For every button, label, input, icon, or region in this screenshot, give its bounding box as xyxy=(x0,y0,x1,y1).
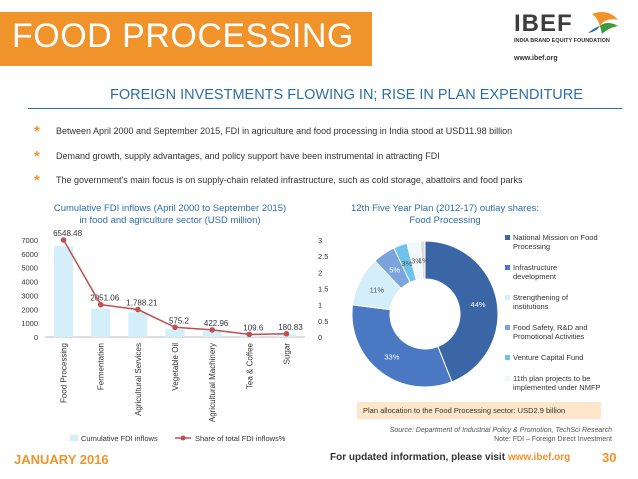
x-category-label: Sugar xyxy=(282,343,291,365)
legend-swatch xyxy=(505,295,510,300)
legend-swatch xyxy=(505,235,510,240)
bar-data-label: 422.96 xyxy=(204,319,229,328)
section-heading: FOREIGN INVESTMENTS FLOWING IN; RISE IN … xyxy=(110,87,583,103)
plan-outlay-donut-chart: 44%33%11%5%3% 3%1%National Mission on Foo… xyxy=(351,233,601,392)
page-number: 30 xyxy=(602,450,617,465)
y-right-tick-label: 2.5 xyxy=(318,252,328,261)
logo-subtitle: INDIA BRAND EQUITY FOUNDATION xyxy=(514,38,610,44)
slice-percent-label: 11% xyxy=(370,285,385,294)
y-right-tick-label: 0 xyxy=(318,333,322,342)
legend-label: Infrastructure development xyxy=(513,263,557,281)
legend-line-marker xyxy=(180,435,186,441)
legend-label: Strengthening of institutions xyxy=(513,293,569,311)
x-category-label: Food Processing xyxy=(60,343,69,403)
slice-percent-label: 3% xyxy=(411,257,422,266)
legend-label: National Mission on Food Processing xyxy=(513,233,598,251)
legend-bar-label: Cumulative FDI inflows xyxy=(81,434,158,443)
source-notes: Source: Department of Industrial Policy … xyxy=(340,426,612,444)
y-left-tick-label: 0 xyxy=(34,333,38,342)
x-category-label: Agricultural Services xyxy=(134,343,143,416)
fdi-share-point xyxy=(246,331,253,338)
y-left-tick-label: 3000 xyxy=(21,291,38,300)
plan-chart-title: 12th Five Year Plan (2012-17) outlay sha… xyxy=(345,203,545,227)
y-right-tick-label: 1 xyxy=(318,301,322,310)
y-left-tick-label: 2000 xyxy=(21,305,38,314)
fdi-bar xyxy=(202,331,222,337)
heading-divider xyxy=(28,108,622,109)
fdi-share-point xyxy=(60,237,67,243)
asterisk-bullet-icon: * xyxy=(34,148,40,165)
source-note: Source: Department of Industrial Policy … xyxy=(389,427,612,434)
fdi-bar xyxy=(91,308,111,337)
legend-label: Venture Capital Fund xyxy=(513,353,583,362)
bullet-text: Between April 2000 and September 2015, F… xyxy=(56,126,513,136)
legend-swatch xyxy=(505,265,510,270)
slice-percent-label: 5% xyxy=(389,265,400,274)
plan-chart-title-line2: Food Processing xyxy=(409,214,481,226)
page-title: FOOD PROCESSING xyxy=(12,17,354,55)
fdi-share-point xyxy=(209,327,215,333)
ibef-logo xyxy=(588,12,618,34)
fdi-share-point xyxy=(97,301,104,308)
legend-swatch xyxy=(505,376,510,381)
fdi-chart-title-line1: Cumulative FDI inflows (April 2000 to Se… xyxy=(53,203,287,214)
bar-data-label: 1,788.21 xyxy=(126,299,158,308)
bar-data-label: 180.83 xyxy=(278,323,303,332)
fdi-bar-line-chart: 0 1000 2000 3000 4000 5000 6000 7000 0 0.5 1 1.5 2 2.… xyxy=(21,230,328,443)
legend-swatch xyxy=(505,355,510,360)
bar-data-label: 2051.06 xyxy=(90,294,119,303)
donut-slice xyxy=(424,240,499,383)
fdi-bar xyxy=(54,246,74,337)
asterisk-bullet-icon: * xyxy=(34,172,40,189)
fdi-chart-title-line2: in food and agriculture sector (USD mill… xyxy=(79,214,261,226)
asterisk-bullet-icon: * xyxy=(34,123,40,140)
y-left-tick-label: 5000 xyxy=(21,264,38,273)
y-left-tick-label: 4000 xyxy=(21,278,38,287)
y-left-tick-label: 6000 xyxy=(21,250,38,259)
slice-percent-label: 3% xyxy=(401,259,412,268)
fdi-share-point xyxy=(283,330,290,337)
footer-text: For updated information, please visit xyxy=(330,452,508,463)
x-category-label: Fermentation xyxy=(97,343,106,390)
legend-line-label: Share of total FDI inflows% xyxy=(195,434,286,443)
bullet-text: Demand growth, supply advantages, and po… xyxy=(56,151,440,161)
legend-label: 11th plan projects to be implemented unde… xyxy=(513,374,601,392)
footer-url[interactable]: www.ibef.org xyxy=(507,452,571,463)
bar-data-label: 6548.48 xyxy=(53,230,82,238)
fdi-share-point xyxy=(172,324,178,331)
y-left-tick-label: 1000 xyxy=(21,319,38,328)
title-banner xyxy=(0,12,372,66)
footer-info: For updated information, please visit ww… xyxy=(330,452,570,463)
y-right-tick-label: 1.5 xyxy=(318,285,328,294)
allocation-note: Plan allocation to the Food Processing s… xyxy=(357,402,601,419)
plan-chart-title-line1: 12th Five Year Plan (2012-17) outlay sha… xyxy=(350,203,539,214)
fdi-note: Note: FDI – Foreign Direct Investment xyxy=(494,436,612,444)
fdi-share-point xyxy=(135,306,141,313)
footer-date: JANUARY 2016 xyxy=(14,452,109,467)
y-right-tick-label: 3 xyxy=(318,236,322,245)
x-category-label: Tea & Coffee xyxy=(245,342,254,389)
x-category-label: Vegetable Oil xyxy=(171,343,180,391)
bar-data-label: 575.2 xyxy=(169,316,190,325)
y-right-tick-label: 0.5 xyxy=(318,317,328,326)
logo-url[interactable]: www.ibef.org xyxy=(514,55,558,62)
slice-percent-label: 1% xyxy=(418,256,429,265)
bird-icon xyxy=(592,12,618,26)
fdi-bar xyxy=(165,329,185,337)
x-category-label: Agricultural Machinery xyxy=(208,343,217,422)
y-left-tick-label: 7000 xyxy=(21,236,38,245)
y-right-tick-label: 2 xyxy=(318,268,322,277)
legend-bar-swatch xyxy=(70,435,78,441)
fdi-bar xyxy=(128,312,148,337)
logo-text: IBEF xyxy=(514,10,573,37)
bar-data-label: 109.6 xyxy=(243,323,264,332)
donut-slice xyxy=(419,240,426,280)
legend-swatch xyxy=(505,325,510,330)
fdi-chart-title: Cumulative FDI inflows (April 2000 to Se… xyxy=(20,203,320,227)
legend-label: Food Safety, R&D and Promotional Activiti… xyxy=(513,323,587,341)
bullet-text: The government's main focus is on supply… xyxy=(56,175,523,185)
slice-percent-label: 44% xyxy=(471,300,486,309)
slice-percent-label: 33% xyxy=(384,353,399,362)
donut-slice xyxy=(351,304,453,388)
